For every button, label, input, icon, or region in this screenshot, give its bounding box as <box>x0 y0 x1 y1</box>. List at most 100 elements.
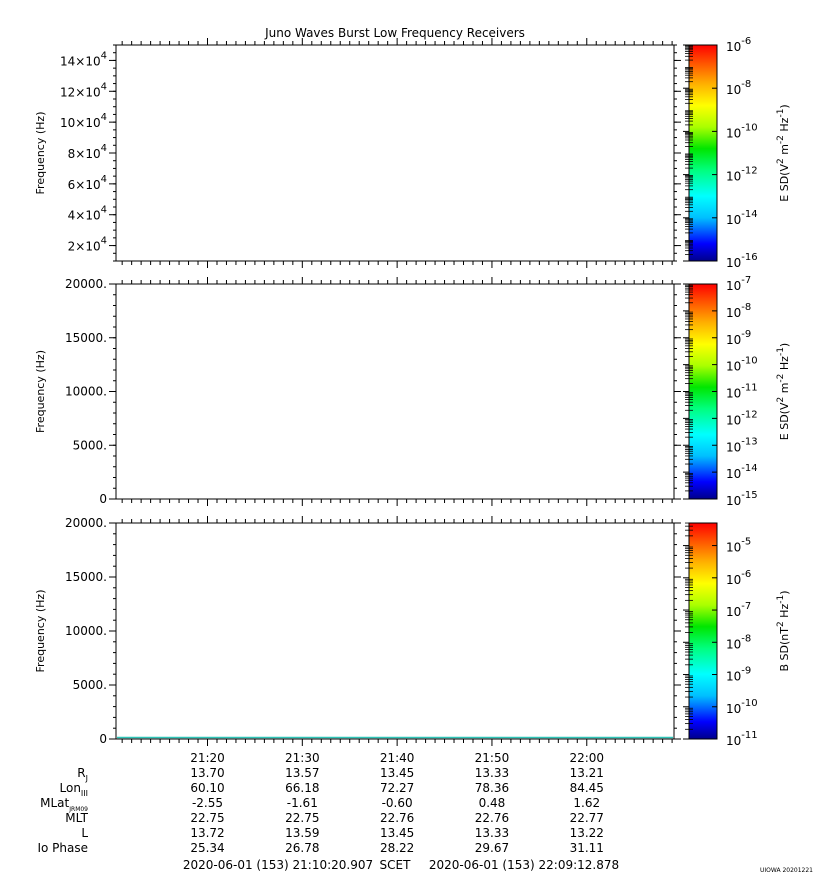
ephemeris-value: 22.76 <box>475 811 509 825</box>
ephemeris-row-label: Io Phase <box>37 841 88 855</box>
colorbar-label-part: m <box>778 383 791 397</box>
y-axis-label: Frequency (Hz) <box>34 350 47 433</box>
colorbar-tick-base: 10 <box>726 306 741 320</box>
ephemeris-value: -1.61 <box>287 796 318 810</box>
ephemeris-value: 25.34 <box>190 841 224 855</box>
colorbar-label-part: -1 <box>776 595 786 604</box>
colorbar-tick-label: 10-9 <box>726 329 751 347</box>
y-tick-label: 10×104 <box>60 112 107 130</box>
colorbar-tick-exp: -7 <box>741 275 751 286</box>
colorbar-tick-base: 10 <box>726 213 741 227</box>
y-tick-base: 6×10 <box>68 178 101 192</box>
y-tick-label: 15000. <box>65 570 107 584</box>
colorbar-tick-label: 10-9 <box>726 666 751 684</box>
y-tick-base: 8×10 <box>68 147 101 161</box>
ephemeris-value: 13.59 <box>285 826 319 840</box>
colorbar-tick-base: 10 <box>726 413 741 427</box>
colorbar-tick-exp: -10 <box>741 698 757 709</box>
colorbar-tick-exp: -15 <box>741 490 757 501</box>
plot-frame <box>115 522 675 740</box>
y-tick-exp: 4 <box>101 81 107 92</box>
y-tick-label: 5000. <box>73 678 107 692</box>
ephemeris-value: 28.22 <box>380 841 414 855</box>
plot-frame <box>115 283 675 500</box>
colorbar-tick-label: 10-14 <box>726 463 758 481</box>
footer-stamp: UIOWA 20201221 <box>760 867 813 874</box>
colorbar-tick-exp: -11 <box>741 383 757 394</box>
panel-3: 0 5000. 10000. 15000. 20000. Frequency (Hz) 10… <box>34 516 791 748</box>
ephemeris-value: 0.48 <box>479 796 506 810</box>
ephemeris-value: 13.45 <box>380 826 414 840</box>
colorbar-label-part: -1 <box>776 347 786 356</box>
colorbar-tick-base: 10 <box>726 467 741 481</box>
y-tick-base: 4×10 <box>68 209 101 223</box>
ephemeris-value: 22.77 <box>570 811 604 825</box>
ephemeris-value: 13.22 <box>570 826 604 840</box>
colorbar-label-part: Hz <box>778 356 791 374</box>
colorbar-tick-label: 10-8 <box>726 79 751 97</box>
ephemeris-value: 22.75 <box>190 811 224 825</box>
ephemeris-label-text: Lon <box>60 781 81 795</box>
ephemeris-value: -2.55 <box>192 796 223 810</box>
panel-1: 2×1044×1046×1048×10410×10412×10414×104Fr… <box>34 36 791 270</box>
colorbar-label-part: ) <box>778 343 791 347</box>
colorbar-tick-label: 10-7 <box>726 275 751 293</box>
colorbar-tick-base: 10 <box>726 734 741 748</box>
y-tick-label: 0 <box>99 492 107 506</box>
ephemeris-row-label: L <box>81 826 88 840</box>
colorbar-tick-base: 10 <box>726 170 741 184</box>
colorbar-tick-exp: -10 <box>741 122 757 133</box>
ephemeris-row-label: LonIII <box>60 781 89 798</box>
ephemeris-value: 13.45 <box>380 766 414 780</box>
ephemeris-row-label: MLT <box>65 811 88 825</box>
colorbar-label-part: E SD(V <box>778 402 791 440</box>
footer-end-time: 2020-06-01 (153) 22:09:12.878 <box>429 858 619 872</box>
colorbar-label-part: Hz <box>778 117 791 135</box>
colorbar-tick-label: 10-8 <box>726 302 751 320</box>
colorbar-tick-base: 10 <box>726 440 741 454</box>
colorbar-tick-exp: -7 <box>741 601 751 612</box>
colorbar-tick-exp: -8 <box>741 302 751 313</box>
colorbar <box>688 522 718 740</box>
ephemeris-value: 31.11 <box>570 841 604 855</box>
colorbar-label-part: E SD(V <box>778 164 791 202</box>
colorbar-tick-label: 10-10 <box>726 356 758 374</box>
y-tick-label: 14×104 <box>60 50 107 68</box>
ephemeris-value: 13.57 <box>285 766 319 780</box>
x-tick-label: 21:40 <box>380 751 415 765</box>
colorbar-tick-label: 10-6 <box>726 36 751 54</box>
x-tick-label: 21:20 <box>190 751 225 765</box>
ephemeris-value: 84.45 <box>570 781 604 795</box>
colorbar-tick-label: 10-12 <box>726 166 758 184</box>
colorbar-tick-exp: -6 <box>741 36 751 47</box>
colorbar-label-part: ) <box>778 590 791 594</box>
colorbar-label: B SD(nT2 Hz-1) <box>776 590 791 671</box>
y-tick-label: 5000. <box>73 438 107 452</box>
y-tick-exp: 4 <box>101 174 107 185</box>
x-tick-label: 21:50 <box>475 751 510 765</box>
ephemeris-value: 13.33 <box>475 826 509 840</box>
colorbar-tick-base: 10 <box>726 573 741 587</box>
y-tick-label: 6×104 <box>68 174 107 192</box>
colorbar-label-part: -2 <box>776 374 786 383</box>
x-tick-label: 22:00 <box>569 751 604 765</box>
colorbar-tick-base: 10 <box>726 333 741 347</box>
footer-scet-label: SCET <box>380 858 412 872</box>
ephemeris-value: -0.60 <box>382 796 413 810</box>
colorbar-label-part: m <box>778 144 791 158</box>
colorbar-tick-base: 10 <box>726 360 741 374</box>
colorbar-tick-label: 10-11 <box>726 730 758 748</box>
colorbar-tick-base: 10 <box>726 702 741 716</box>
ephemeris-value: 13.72 <box>190 826 224 840</box>
ephemeris-label-sub: III <box>81 789 88 798</box>
colorbar-tick-label: 10-8 <box>726 633 751 651</box>
colorbar-tick-base: 10 <box>726 83 741 97</box>
y-tick-label: 8×104 <box>68 143 107 161</box>
colorbar-tick-label: 10-6 <box>726 569 751 587</box>
colorbar-label-part: 2 <box>776 397 786 403</box>
ephemeris-value: 13.70 <box>190 766 224 780</box>
colorbar-tick-label: 10-13 <box>726 436 758 454</box>
colorbar-tick-exp: -6 <box>741 569 751 580</box>
ephemeris-label-text: MLT <box>65 811 88 825</box>
